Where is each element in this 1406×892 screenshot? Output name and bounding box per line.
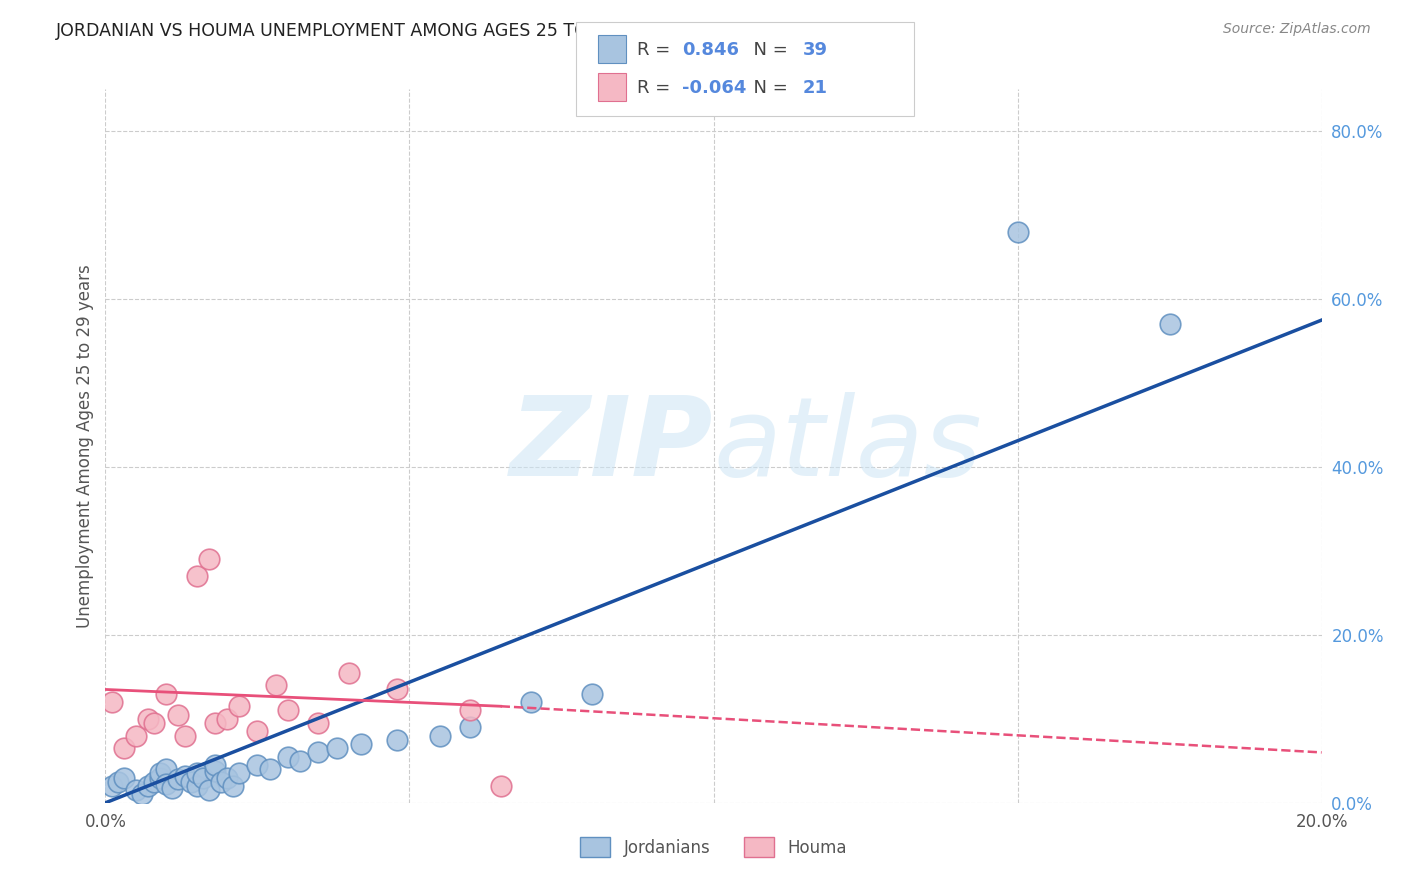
- Point: [191, 771, 214, 785]
- Point: [350, 737, 373, 751]
- Point: [136, 712, 159, 726]
- Point: [155, 687, 177, 701]
- Point: [387, 682, 409, 697]
- Point: [198, 783, 221, 797]
- Point: [277, 703, 299, 717]
- Point: [222, 779, 245, 793]
- Text: R =: R =: [637, 78, 676, 96]
- Point: [204, 716, 226, 731]
- Point: [325, 741, 347, 756]
- Point: [307, 716, 329, 731]
- Point: [264, 678, 287, 692]
- Point: [429, 729, 451, 743]
- Point: [246, 758, 269, 772]
- Point: [155, 777, 177, 791]
- Point: [173, 769, 195, 783]
- Legend: Jordanians, Houma: Jordanians, Houma: [572, 829, 855, 866]
- Point: [167, 772, 190, 787]
- Point: [112, 771, 135, 785]
- Point: [167, 707, 190, 722]
- Point: [259, 762, 281, 776]
- Text: R =: R =: [637, 41, 676, 59]
- Point: [125, 729, 148, 743]
- Point: [1159, 318, 1181, 332]
- Point: [217, 712, 239, 726]
- Point: [186, 569, 208, 583]
- Point: [136, 779, 159, 793]
- Point: [204, 758, 226, 772]
- Point: [149, 766, 172, 780]
- Point: [173, 729, 195, 743]
- Text: Source: ZipAtlas.com: Source: ZipAtlas.com: [1223, 22, 1371, 37]
- Point: [198, 552, 221, 566]
- Point: [337, 665, 360, 680]
- Text: N =: N =: [742, 41, 794, 59]
- Point: [112, 741, 135, 756]
- Point: [288, 754, 311, 768]
- Point: [209, 774, 232, 789]
- Point: [458, 703, 481, 717]
- Point: [125, 783, 148, 797]
- Text: -0.064: -0.064: [682, 78, 747, 96]
- Point: [228, 699, 250, 714]
- Point: [277, 749, 299, 764]
- Point: [186, 779, 208, 793]
- Point: [387, 732, 409, 747]
- Text: 0.846: 0.846: [682, 41, 740, 59]
- Text: atlas: atlas: [713, 392, 983, 500]
- Point: [155, 762, 177, 776]
- Point: [520, 695, 543, 709]
- Point: [131, 788, 153, 802]
- Point: [186, 766, 208, 780]
- Text: N =: N =: [742, 78, 794, 96]
- Point: [143, 774, 166, 789]
- Point: [143, 716, 166, 731]
- Text: 39: 39: [803, 41, 828, 59]
- Text: JORDANIAN VS HOUMA UNEMPLOYMENT AMONG AGES 25 TO 29 YEARS CORRELATION CHART: JORDANIAN VS HOUMA UNEMPLOYMENT AMONG AG…: [56, 22, 873, 40]
- Point: [458, 720, 481, 734]
- Point: [217, 771, 239, 785]
- Text: 21: 21: [803, 78, 828, 96]
- Point: [149, 771, 172, 785]
- Point: [581, 687, 603, 701]
- Point: [162, 780, 184, 795]
- Point: [100, 695, 122, 709]
- Text: ZIP: ZIP: [510, 392, 713, 500]
- Point: [489, 779, 512, 793]
- Point: [228, 766, 250, 780]
- Point: [100, 779, 122, 793]
- Point: [246, 724, 269, 739]
- Point: [307, 746, 329, 760]
- Y-axis label: Unemployment Among Ages 25 to 29 years: Unemployment Among Ages 25 to 29 years: [76, 264, 94, 628]
- Point: [204, 764, 226, 778]
- Point: [1007, 225, 1029, 239]
- Point: [107, 774, 129, 789]
- Point: [180, 774, 202, 789]
